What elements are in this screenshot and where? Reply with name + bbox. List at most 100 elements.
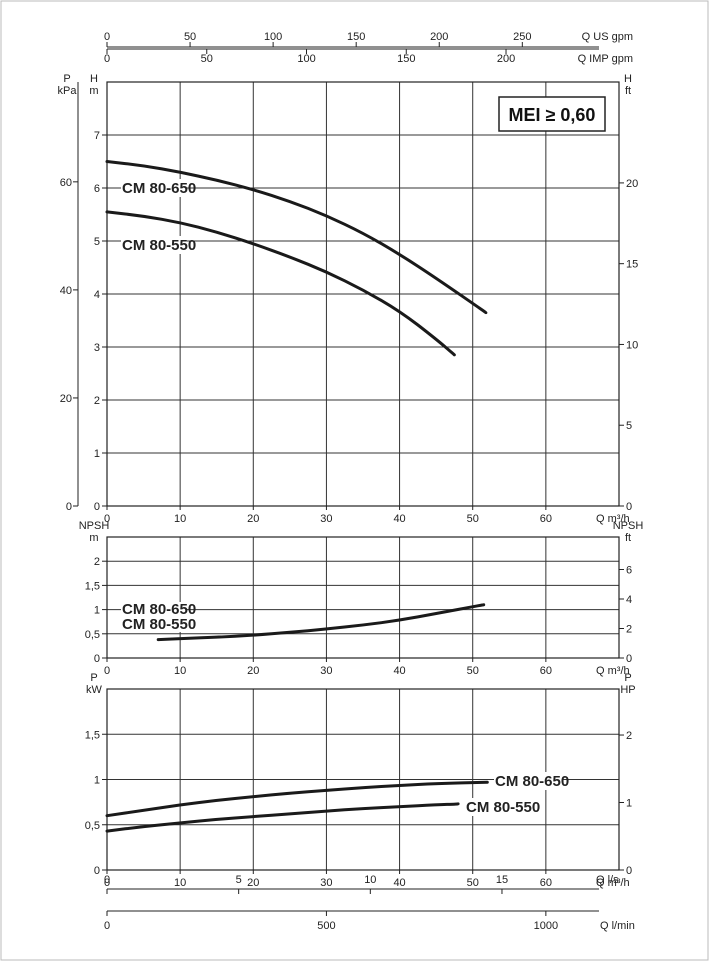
plot-frame [106,688,620,871]
y-right-tick-label: 5 [626,420,632,432]
bottom-scale-unit-label: Q l/s [596,874,619,886]
curve-cm-80-550 [105,802,460,833]
x-tick-label: 0 [104,513,110,525]
x-tick-label: 40 [393,513,405,525]
y-axis-label: P [90,672,97,684]
x-tick-label: 50 [467,513,479,525]
y-tick-label: 0 [94,865,100,877]
top-scale-tick-label: 0 [104,53,110,65]
x-tick-label: 10 [174,513,186,525]
y-tick-label: 6 [94,183,100,195]
x-tick-label: 20 [247,513,259,525]
x-tick-label: 0 [104,877,110,889]
top-scale-unit-label: Q US gpm [582,31,633,43]
bottom-scale-tick-label: 5 [236,874,242,886]
curve-cm-80-650 [105,780,489,818]
y-tick-label: 1,5 [85,729,100,741]
bottom-scale-unit-label: Q l/min [600,920,635,932]
top-scale-tick-label: 200 [497,53,515,65]
curve-label-backdrop [494,772,562,790]
y-outer-tick-label: 60 [60,177,72,189]
y-tick-label: 0,5 [85,629,100,641]
y-tick-label: 0 [94,653,100,665]
x-tick-label: 20 [247,665,259,677]
y-tick-label: 2 [94,395,100,407]
y-tick-label: 1 [94,605,100,617]
y-tick-label: 7 [94,130,100,142]
x-tick-label: 0 [104,665,110,677]
bottom-scale-tick-label: 0 [104,920,110,932]
curve-label: CM 80-650 [495,773,569,790]
x-tick-label: 50 [467,877,479,889]
x-tick-label: 60 [540,513,552,525]
y-tick-label: 0 [94,501,100,513]
curve-cm-80-650-cm-80-550 [156,603,486,642]
y-outer-axis-unit: kPa [58,85,78,97]
x-tick-label: 30 [320,665,332,677]
y-right-tick-label: 6 [626,564,632,576]
y-right-axis-unit: ft [625,532,631,544]
top-scale-tick-label: 200 [430,31,448,43]
bottom-scale-tick-label: 10 [364,874,376,886]
bottom-scale-tick-label: 1000 [534,920,558,932]
y-tick-label: 4 [94,289,100,301]
curve-label-backdrop [121,602,187,617]
y-axis-label: NPSH [79,520,110,532]
x-tick-label: 30 [320,513,332,525]
x-tick-label: 60 [540,877,552,889]
plot-frame [106,536,620,659]
top-scale-tick-label: 50 [184,31,196,43]
y-tick-label: 2 [94,556,100,568]
curve-label-backdrop [121,179,187,197]
y-tick-label: 3 [94,342,100,354]
curve-cm-80-550 [105,210,456,357]
x-axis-label: Q m³/h [596,877,630,889]
y-tick-label: 1 [94,775,100,787]
y-right-tick-label: 10 [626,339,638,351]
y-right-tick-label: 15 [626,259,638,271]
y-outer-tick-label: 0 [66,501,72,513]
curve-cm-80-650 [105,160,488,315]
bottom-scale-tick-label: 15 [496,874,508,886]
x-tick-label: 30 [320,877,332,889]
y-right-tick-label: 20 [626,178,638,190]
curve-label: CM 80-650 [122,180,196,197]
y-right-axis-label: P [624,672,631,684]
y-right-tick-label: 0 [626,865,632,877]
bottom-scale-tick-label: 0 [104,874,110,886]
y-right-axis-unit: HP [620,684,635,696]
x-tick-label: 40 [393,665,405,677]
y-right-tick-label: 0 [626,653,632,665]
top-scale-tick-label: 50 [201,53,213,65]
x-tick-label: 10 [174,877,186,889]
x-axis-label: Q m³/h [596,665,630,677]
y-tick-label: 5 [94,236,100,248]
top-scale-tick-label: 100 [264,31,282,43]
mei-badge-text: MEI ≥ 0,60 [509,105,596,125]
top-scale-unit-label: Q IMP gpm [578,53,633,65]
y-tick-label: 1 [94,448,100,460]
y-tick-label: 1,5 [85,580,100,592]
y-axis-unit: m [89,532,98,544]
top-scale-tick-label: 150 [347,31,365,43]
y-right-tick-label: 0 [626,501,632,513]
curve-label: CM 80-550 [466,799,540,816]
top-scale-tick-label: 150 [397,53,415,65]
x-tick-label: 60 [540,665,552,677]
x-tick-label: 10 [174,665,186,677]
y-right-tick-label: 1 [626,798,632,810]
y-axis-unit: kW [86,684,103,696]
y-axis-label: H [90,73,98,85]
x-tick-label: 40 [393,877,405,889]
y-outer-axis-label: P [63,73,70,85]
y-outer-tick-label: 40 [60,285,72,297]
top-scale-tick-label: 100 [297,53,315,65]
y-axis-unit: m [89,85,98,97]
y-outer-tick-label: 20 [60,393,72,405]
curve-label-backdrop [121,236,187,254]
